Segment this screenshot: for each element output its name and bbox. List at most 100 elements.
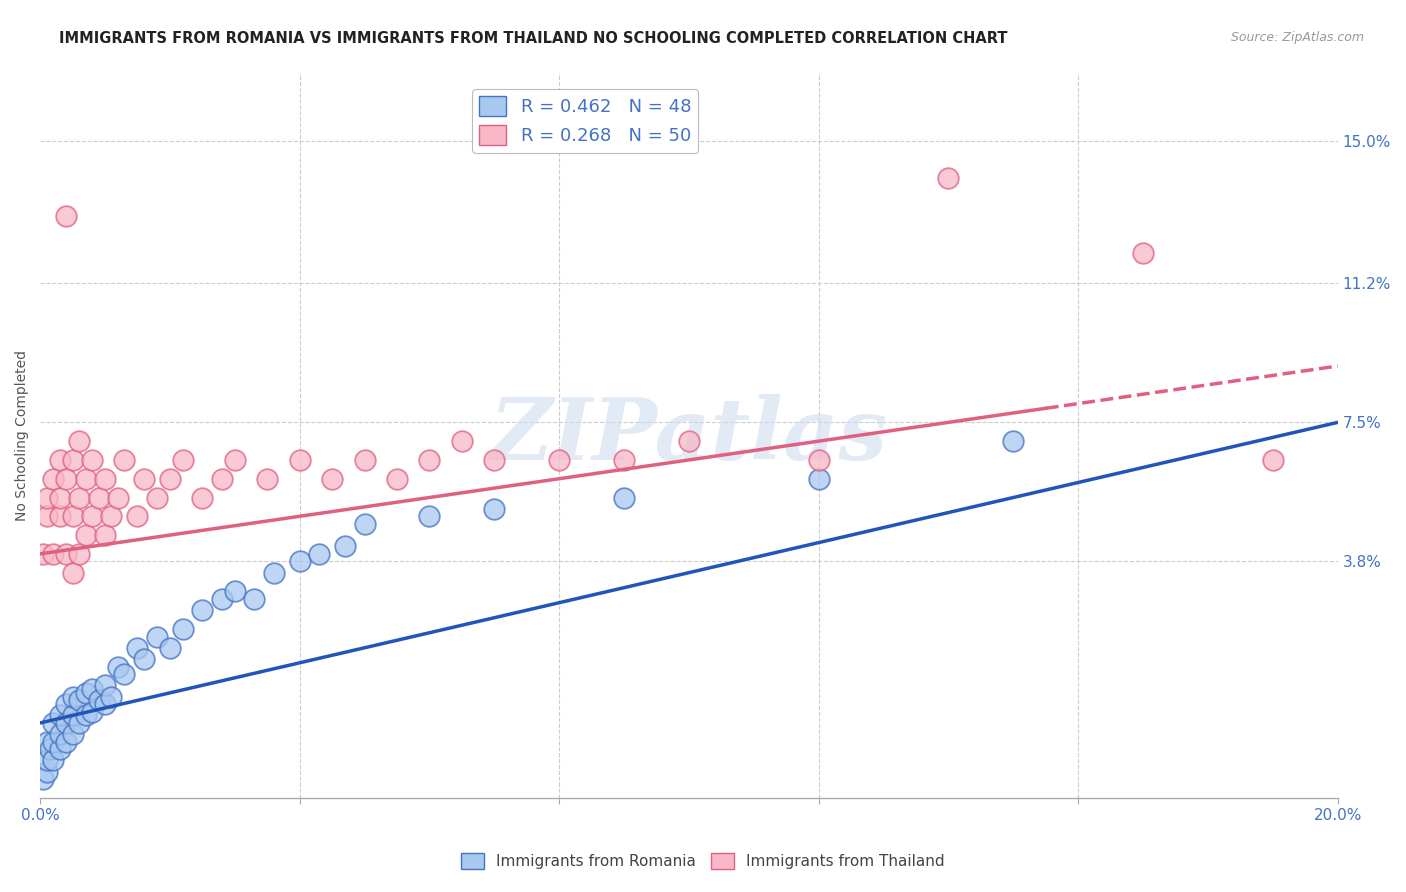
Point <box>191 491 214 505</box>
Point <box>100 690 122 704</box>
Point <box>243 591 266 606</box>
Point <box>132 472 155 486</box>
Point <box>807 472 830 486</box>
Point <box>55 472 77 486</box>
Point <box>38 742 60 756</box>
Point <box>62 727 84 741</box>
Point <box>385 472 408 486</box>
Point <box>146 491 169 505</box>
Point <box>35 764 58 779</box>
Point <box>107 491 129 505</box>
Point <box>288 453 311 467</box>
Point <box>450 434 472 449</box>
Point <box>132 652 155 666</box>
Point <box>100 509 122 524</box>
Point <box>107 659 129 673</box>
Point <box>35 509 58 524</box>
Point <box>807 453 830 467</box>
Point <box>42 472 65 486</box>
Point <box>42 735 65 749</box>
Point <box>94 678 117 692</box>
Legend: R = 0.462   N = 48, R = 0.268   N = 50: R = 0.462 N = 48, R = 0.268 N = 50 <box>472 89 699 153</box>
Point <box>42 754 65 768</box>
Point <box>159 472 181 486</box>
Point <box>87 491 110 505</box>
Point <box>333 540 356 554</box>
Point <box>678 434 700 449</box>
Point <box>62 690 84 704</box>
Point <box>48 742 70 756</box>
Point <box>32 772 55 787</box>
Point <box>48 708 70 723</box>
Point <box>127 640 149 655</box>
Point <box>62 453 84 467</box>
Point <box>938 171 960 186</box>
Point <box>80 682 103 697</box>
Text: Source: ZipAtlas.com: Source: ZipAtlas.com <box>1230 31 1364 45</box>
Point <box>484 453 506 467</box>
Point <box>55 735 77 749</box>
Point <box>67 547 90 561</box>
Point <box>55 697 77 711</box>
Point <box>67 715 90 730</box>
Point <box>35 754 58 768</box>
Point <box>256 472 278 486</box>
Point <box>75 528 97 542</box>
Point <box>42 715 65 730</box>
Point <box>94 472 117 486</box>
Point <box>48 491 70 505</box>
Point <box>484 501 506 516</box>
Point <box>418 509 440 524</box>
Point <box>32 547 55 561</box>
Point <box>418 453 440 467</box>
Point <box>55 715 77 730</box>
Point <box>67 491 90 505</box>
Y-axis label: No Schooling Completed: No Schooling Completed <box>15 350 30 521</box>
Point <box>94 697 117 711</box>
Point <box>211 591 233 606</box>
Text: IMMIGRANTS FROM ROMANIA VS IMMIGRANTS FROM THAILAND NO SCHOOLING COMPLETED CORRE: IMMIGRANTS FROM ROMANIA VS IMMIGRANTS FR… <box>59 31 1008 46</box>
Point <box>548 453 571 467</box>
Point <box>75 686 97 700</box>
Point <box>191 603 214 617</box>
Point <box>80 453 103 467</box>
Point <box>224 453 246 467</box>
Point <box>114 667 136 681</box>
Point <box>35 491 58 505</box>
Legend: Immigrants from Romania, Immigrants from Thailand: Immigrants from Romania, Immigrants from… <box>456 847 950 875</box>
Point <box>172 453 194 467</box>
Point <box>224 584 246 599</box>
Point <box>42 547 65 561</box>
Point <box>75 708 97 723</box>
Point <box>94 528 117 542</box>
Point <box>75 472 97 486</box>
Point <box>67 434 90 449</box>
Point <box>613 453 636 467</box>
Point <box>172 622 194 636</box>
Point <box>55 209 77 223</box>
Point <box>263 566 285 580</box>
Point <box>87 693 110 707</box>
Point <box>48 453 70 467</box>
Point <box>48 509 70 524</box>
Point <box>67 693 90 707</box>
Point <box>55 547 77 561</box>
Point <box>35 735 58 749</box>
Point <box>48 727 70 741</box>
Point <box>321 472 343 486</box>
Point <box>211 472 233 486</box>
Point <box>353 516 375 531</box>
Point <box>159 640 181 655</box>
Point <box>1002 434 1025 449</box>
Text: ZIPatlas: ZIPatlas <box>489 393 889 477</box>
Point <box>146 630 169 644</box>
Point <box>288 554 311 568</box>
Point <box>353 453 375 467</box>
Point <box>62 566 84 580</box>
Point <box>62 509 84 524</box>
Point <box>127 509 149 524</box>
Point <box>80 705 103 719</box>
Point <box>613 491 636 505</box>
Point <box>308 547 330 561</box>
Point <box>1132 246 1154 260</box>
